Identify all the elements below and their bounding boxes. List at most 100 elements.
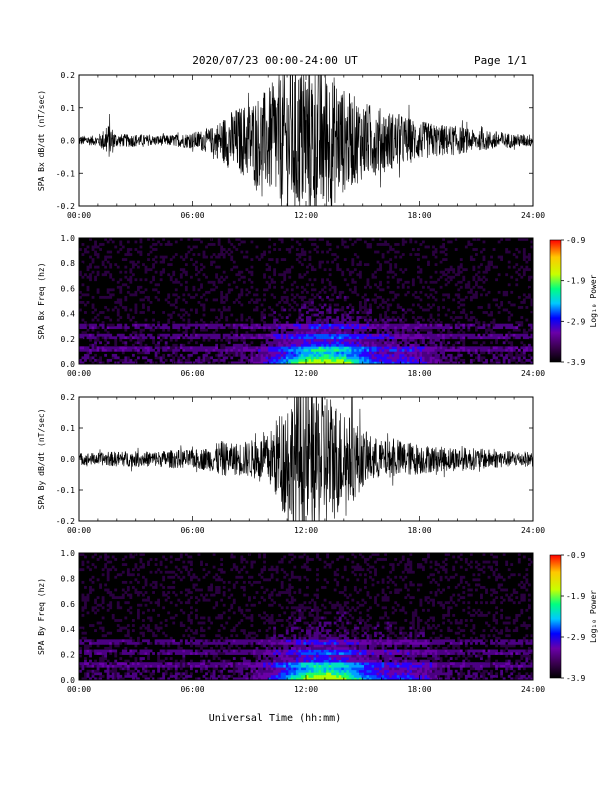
spectrogram-cell [348,303,352,307]
spectrogram-cell [96,333,100,337]
spectrogram-cell [328,351,332,355]
spectrogram-cell [381,321,385,324]
spectrogram-cell [227,644,231,648]
spectrogram-cell [96,596,100,600]
spectrogram-cell [394,353,398,357]
spectrogram-cell [369,311,372,314]
spectrogram-cell [212,323,216,327]
spectrogram-cell [114,649,118,653]
spectrogram-cell [222,652,226,655]
spectrogram-cell [147,664,150,668]
spectrogram-cell [167,293,171,297]
spectrogram-cell [326,353,329,357]
spectrogram-cell [278,343,282,347]
spectrogram-cell [101,598,105,602]
spectrogram-cell [530,298,534,302]
spectrogram-cell [338,308,342,312]
spectrogram-cell [169,586,173,589]
spectrogram-cell [527,358,531,362]
spectrogram-cell [260,313,264,317]
spectrogram-cell [250,258,254,261]
spectrogram-cell [333,290,337,294]
spectrogram-cell [401,326,405,330]
spectrogram-cell [172,674,176,678]
spectrogram-cell [84,674,87,678]
spectrogram-cell [414,290,418,294]
spectrogram-cell [404,326,408,330]
spectrogram-cell [439,321,443,324]
spectrogram-cell [326,295,329,299]
spectrogram-cell [124,634,128,638]
spectrogram-cell [215,343,219,347]
spectrogram-cell [527,343,531,347]
spectrogram-cell [331,351,335,355]
spectrogram-cell [376,295,380,299]
spectrogram-cell [321,278,324,282]
spectrogram-cell [298,341,302,345]
spectrogram-cell [94,326,97,330]
x-tick-label: 12:00 [294,369,318,378]
spectrogram-cell [290,358,294,362]
spectrogram-cell [316,356,319,360]
spectrogram-cell [124,358,128,362]
spectrogram-cell [288,268,292,272]
spectrogram-cell [111,641,115,645]
spectrogram-cell [427,295,430,299]
spectrogram-cell [189,275,193,279]
spectrogram-cell [217,323,221,327]
spectrogram-cell [250,326,254,330]
spectrogram-cell [268,313,271,317]
spectrogram-cell [182,326,186,330]
y-axis-label: SPA Bx Freq (hz) [37,262,46,339]
spectrogram-cell [184,253,188,256]
spectrogram-cell [270,356,274,360]
spectrogram-cell [492,326,496,330]
spectrogram-cell [200,240,203,244]
spectrogram-cell [424,328,428,332]
spectrogram-cell [139,351,143,355]
spectrogram-cell [278,248,282,251]
spectrogram-cell [220,290,224,294]
spectrogram-cell [192,333,196,337]
spectrogram-cell [184,270,188,274]
spectrogram-cell [411,348,415,352]
spectrogram-cell [111,326,115,330]
spectrogram-cell [411,323,415,327]
spectrogram-cell [81,275,85,279]
spectrogram-cell [169,338,173,342]
spectrogram-cell [280,295,284,299]
spectrogram-cell [237,343,241,347]
spectrogram-cell [215,323,219,327]
spectrogram-cell [260,303,264,307]
spectrogram-cell [394,295,398,299]
spectrogram-cell [240,333,244,337]
spectrogram-cell [172,321,176,324]
spectrogram-cell [96,326,100,330]
spectrogram-cell [207,348,211,352]
spectrogram-cell [86,674,90,678]
spectrogram-cell [366,245,370,249]
spectrogram-cell [419,341,423,345]
spectrogram-cell [164,639,168,643]
spectrogram-cell [86,245,90,249]
spectrogram-cell [333,303,337,307]
spectrogram-cell [220,326,224,330]
spectrogram-cell [245,674,249,678]
spectrogram-cell [311,293,314,297]
spectrogram-cell [427,348,430,352]
spectrogram-cell [200,268,203,272]
spectrogram-cell [268,328,271,332]
spectrogram-cell [318,295,322,299]
spectrogram-cell [358,358,362,362]
spectrogram-cell [401,328,405,332]
spectrogram-cell [379,318,382,322]
spectrogram-cell [237,662,241,666]
spectrogram-cell [137,326,140,330]
spectrogram-cell [86,639,90,643]
spectrogram-cell [81,361,85,365]
spectrogram-cell [419,358,423,362]
spectrogram-cell [454,346,458,350]
spectrogram-cell [157,336,161,340]
spectrogram-cell [361,306,365,309]
spectrogram-cell [220,636,224,640]
